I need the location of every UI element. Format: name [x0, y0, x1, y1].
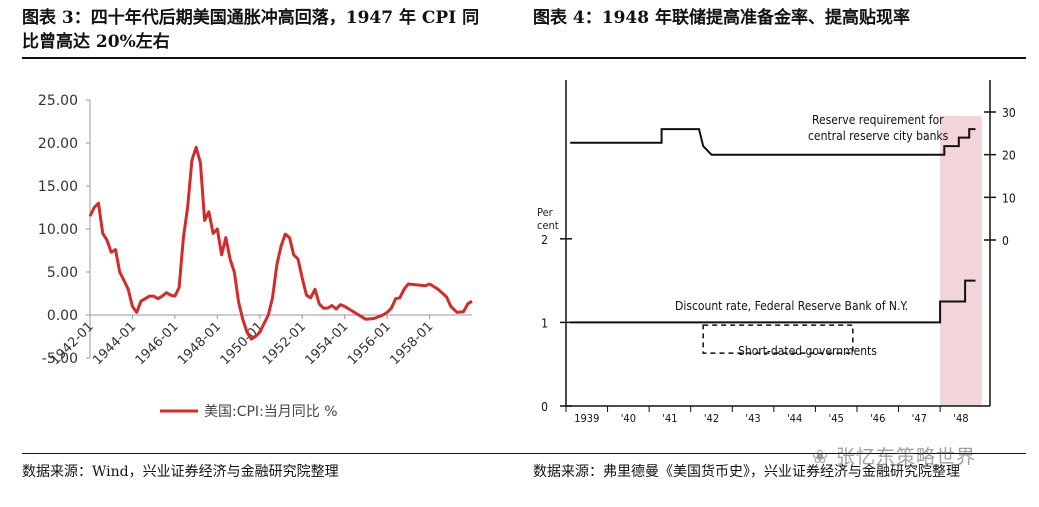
cpi-x-tick-label: 1948-01	[175, 319, 224, 368]
watermark-icon: ❀	[812, 446, 836, 468]
figure4-title: 图表 4：1948 年联储提高准备金率、提高贴现率	[533, 8, 910, 28]
bottom-divider	[22, 453, 1026, 454]
cpi-x-tick-label: 1956-01	[345, 319, 394, 368]
cpi-y-tick-label: 5.00	[47, 265, 78, 281]
cpi-y-tick-label: 15.00	[38, 179, 78, 195]
cpi-y-tick-labels: 25.00 20.00 15.00 10.00 5.00 0.00 -5.00	[38, 93, 90, 367]
reserve-label-line2: central reserve city banks	[808, 129, 949, 143]
watermark: ❀ 张忆东策略世界	[812, 442, 976, 469]
fed-left-tick-label: 1	[541, 316, 548, 330]
cpi-x-tick-labels: 1942-011944-011946-011948-011950-011952-…	[48, 315, 436, 368]
fed-right-tick-label: 30	[1002, 106, 1016, 120]
fed-x-tick-label: '44	[787, 412, 802, 425]
fed-axes	[565, 80, 991, 407]
fed-right-tick-labels: 30 20 10 0	[984, 106, 1016, 248]
fed-x-tick-label: '47	[912, 412, 927, 425]
per-cent-label-line2: cent	[537, 219, 559, 232]
cpi-series-line	[88, 145, 473, 341]
fed-right-tick-label: 10	[1002, 191, 1016, 205]
fed-x-tick-label: 1939	[574, 412, 599, 425]
fed-right-tick-label: 20	[1002, 149, 1016, 163]
cpi-y-tick-label: -5.00	[42, 351, 78, 367]
short-dated-label: Short-dated governments	[738, 344, 877, 358]
fed-x-tick-label: '43	[745, 412, 760, 425]
reserve-label-line1: Reserve requirement for	[812, 113, 944, 127]
fed-x-tick-label: '45	[829, 412, 844, 425]
watermark-text: 张忆东策略世界	[835, 446, 976, 468]
per-cent-label-line1: Per	[537, 206, 554, 219]
cpi-x-tick-label: 1946-01	[133, 319, 182, 368]
cpi-x-tick-label: 1944-01	[90, 319, 139, 368]
top-divider	[22, 57, 1026, 59]
fed-x-tick-label: '48	[953, 412, 968, 425]
shaded-1948-period	[940, 116, 982, 406]
cpi-y-tick-label: 0.00	[47, 308, 78, 324]
figure3-source: 数据来源：Wind，兴业证券经济与金融研究院整理	[22, 464, 339, 480]
cpi-legend-label: 美国:CPI:当月同比 %	[204, 404, 338, 420]
cpi-x-tick-label: 1954-01	[302, 319, 351, 368]
fed-x-tick-label: '41	[662, 412, 677, 425]
fed-right-tick-label: 0	[1002, 234, 1009, 248]
cpi-x-tick-label: 1952-01	[260, 319, 309, 368]
reserve-requirement-series	[570, 128, 976, 156]
cpi-y-tick-label: 25.00	[38, 93, 78, 109]
discount-rate-series	[570, 279, 976, 324]
discount-rate-label: Discount rate, Federal Reserve Bank of N…	[675, 299, 908, 313]
fed-x-tick-label: '46	[870, 412, 885, 425]
cpi-legend: 美国:CPI:当月同比 %	[160, 404, 338, 420]
fed-x-tick-label: '40	[621, 412, 636, 425]
cpi-axes	[89, 100, 472, 358]
figure3-title: 图表 3：四十年代后期美国通胀冲高回落，1947 年 CPI 同比曾高达 20%…	[22, 8, 480, 52]
cpi-y-tick-label: 20.00	[38, 136, 78, 152]
fed-x-tick-labels: 1939 '40 '41 '42 '43 '44 '45 '46 '47 '48	[565, 406, 969, 425]
short-dated-governments-series	[702, 324, 854, 354]
fed-left-tick-label: 0	[541, 400, 548, 414]
figure4-source: 数据来源：弗里德曼《美国货币史》，兴业证券经济与金融研究院整理	[533, 464, 960, 480]
cpi-line-chart: 25.00 20.00 15.00 10.00 5.00 0.00 -5.00 1942-0…	[38, 93, 473, 420]
fed-series-lines	[570, 128, 976, 354]
cpi-x-tick-label: 1958-01	[387, 319, 436, 368]
cpi-x-tick-label: 1950-01	[218, 319, 267, 368]
fed-x-tick-label: '42	[704, 412, 719, 425]
fed-left-tick-labels: 2 1 0	[541, 233, 572, 414]
fed-left-tick-label: 2	[541, 233, 548, 247]
cpi-y-tick-label: 10.00	[38, 222, 78, 238]
